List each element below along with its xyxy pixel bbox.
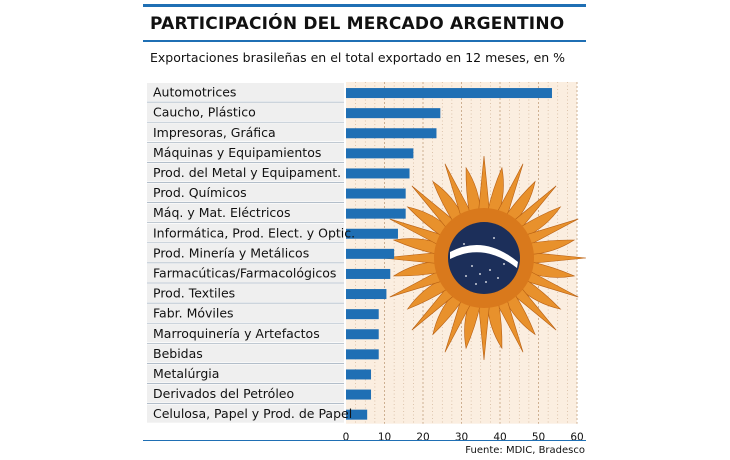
bar xyxy=(346,309,379,320)
x-tick-label: 0 xyxy=(343,432,350,444)
category-label: Celulosa, Papel y Prod. de Papel xyxy=(153,406,352,421)
globe-star xyxy=(475,283,477,285)
label-band xyxy=(147,223,344,242)
label-bands xyxy=(147,83,344,423)
category-label: Impresoras, Gráfica xyxy=(153,125,276,140)
sun-ray xyxy=(518,206,562,238)
label-band xyxy=(147,203,344,222)
sun-of-may-with-brazil-globe-icon xyxy=(381,155,587,361)
bar xyxy=(346,168,410,179)
label-band xyxy=(147,243,344,262)
sun-ray xyxy=(504,180,536,224)
chart-title: PARTICIPACIÓN DEL MERCADO ARGENTINO xyxy=(150,14,565,34)
label-band xyxy=(147,103,344,122)
category-label: Marroquinería y Artefactos xyxy=(153,326,320,341)
x-tick-label: 40 xyxy=(493,432,506,444)
x-axis-ticks: 0 10 20 30 40 50 60 xyxy=(343,432,584,444)
sun-ray xyxy=(406,278,450,310)
category-label: Prod. del Metal y Equipament. xyxy=(153,165,341,180)
globe-star xyxy=(471,265,473,267)
bar xyxy=(346,329,379,340)
chart-subtitle: Exportaciones brasileñas en el total exp… xyxy=(150,50,566,65)
bottom-rule xyxy=(143,440,586,441)
sun-ray xyxy=(487,166,504,215)
bar xyxy=(346,389,372,400)
grid-lines xyxy=(355,82,578,424)
sun-ray xyxy=(527,239,576,255)
category-labels: Automotrices Caucho, Plástico Impresoras, … xyxy=(153,85,355,422)
globe-star xyxy=(503,263,505,265)
category-label: Metalúrgia xyxy=(153,366,219,381)
globe-star xyxy=(493,237,495,239)
label-band xyxy=(147,83,344,102)
label-band xyxy=(147,263,344,282)
sun-ray xyxy=(392,261,441,277)
sun-ray xyxy=(464,301,481,350)
bar xyxy=(346,289,387,300)
category-label: Informática, Prod. Elect. y Optic. xyxy=(153,225,355,240)
label-band xyxy=(147,163,344,182)
label-band xyxy=(147,324,344,343)
category-label: Automotrices xyxy=(153,85,236,100)
x-tick-label: 30 xyxy=(455,432,468,444)
category-label: Prod. Minería y Metálicos xyxy=(153,245,309,260)
label-band xyxy=(147,404,344,423)
globe-star xyxy=(497,277,499,279)
label-band xyxy=(147,384,344,403)
bar xyxy=(346,268,391,279)
sun-ray xyxy=(392,238,441,255)
sun-ray xyxy=(406,206,450,238)
globe-star xyxy=(489,269,491,271)
bar xyxy=(346,349,379,360)
top-accent-rule xyxy=(143,4,586,7)
bar xyxy=(346,188,406,199)
sun-ray xyxy=(432,292,464,336)
bars xyxy=(346,88,552,420)
bar xyxy=(346,128,437,139)
label-band xyxy=(147,284,344,303)
category-label: Bebidas xyxy=(153,346,203,361)
sun-ray xyxy=(432,180,464,224)
category-label: Máq. y Mat. Eléctricos xyxy=(153,205,290,220)
x-tick-label: 20 xyxy=(416,432,429,444)
bar xyxy=(346,409,368,420)
category-label: Prod. Químicos xyxy=(153,185,247,200)
label-band xyxy=(147,344,344,363)
bar xyxy=(346,148,414,159)
x-tick-label: 10 xyxy=(378,432,391,444)
globe-star xyxy=(463,243,465,245)
bar xyxy=(346,248,395,259)
x-tick-label: 50 xyxy=(532,432,545,444)
sun-ray xyxy=(465,166,481,215)
category-label: Máquinas y Equipamientos xyxy=(153,145,321,160)
bar xyxy=(346,369,372,380)
label-band xyxy=(147,123,344,142)
label-band xyxy=(147,183,344,202)
globe-star xyxy=(465,275,467,277)
bar xyxy=(346,108,441,119)
sun-ray xyxy=(504,292,536,336)
bar xyxy=(346,208,406,219)
globe-band xyxy=(450,244,518,268)
source-note: Fuente: MDIC, Bradesco xyxy=(465,445,585,456)
category-label: Fabr. Móviles xyxy=(153,306,234,321)
sun-ray xyxy=(518,278,562,310)
label-band xyxy=(147,304,344,323)
sun-ray xyxy=(487,301,503,350)
category-label: Derivados del Petróleo xyxy=(153,386,294,401)
title-divider xyxy=(143,40,586,42)
x-tick-label: 60 xyxy=(570,432,583,444)
globe-star xyxy=(479,273,481,275)
category-label: Prod. Textiles xyxy=(153,286,235,301)
label-band xyxy=(147,364,344,383)
category-label: Farmacúticas/Farmacológicos xyxy=(153,265,336,280)
globe-star xyxy=(485,281,487,283)
sun-ray xyxy=(527,261,576,278)
bar xyxy=(346,88,552,99)
category-label: Caucho, Plástico xyxy=(153,105,256,120)
label-band xyxy=(147,143,344,162)
bar xyxy=(346,228,398,239)
